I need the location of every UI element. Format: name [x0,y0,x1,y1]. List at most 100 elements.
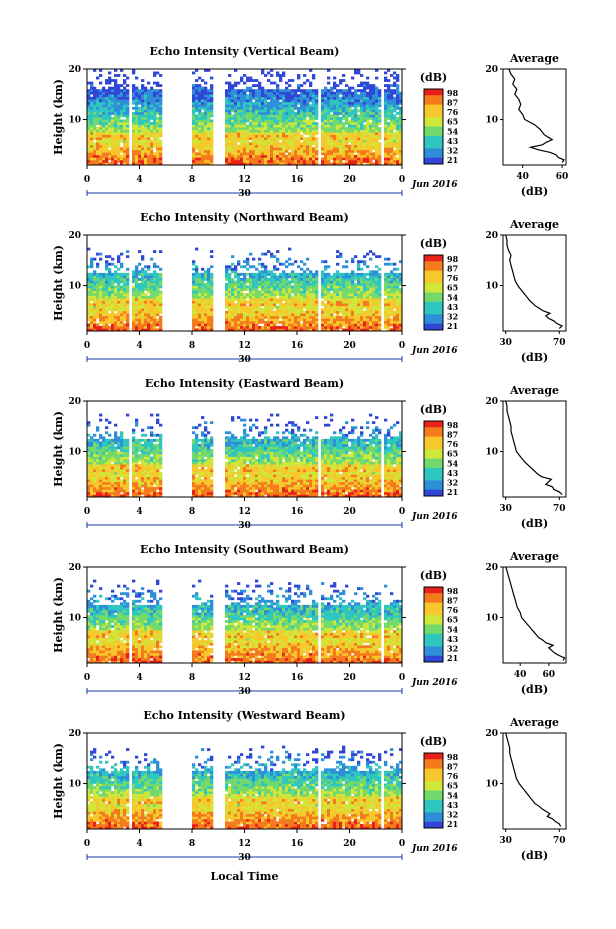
heatmap-cell [138,154,142,158]
heatmap-cell [111,320,115,324]
heatmap-cell [231,101,235,105]
heatmap-cell [192,162,196,166]
heatmap-cell [228,91,232,95]
heatmap-cell [321,124,325,128]
heatmap-cell [300,94,304,98]
heatmap-cell [396,106,400,110]
heatmap-cell [99,129,103,133]
heatmap-cell [114,272,118,276]
heatmap-cell [327,132,331,135]
heatmap-cell [372,154,376,158]
heatmap-cell [294,318,298,322]
heatmap-cell [342,74,346,77]
heatmap-cell [243,323,247,327]
heatmap-cell [288,119,292,123]
heatmap-cell [87,277,91,281]
heatmap-cell [234,147,238,151]
heatmap-cell [144,288,148,291]
heatmap-cell [90,84,94,87]
heatmap-cell [102,303,106,307]
heatmap-cell [234,298,238,301]
heatmap-cell [99,111,103,115]
heatmap-cell [111,104,115,108]
heatmap-cell [291,152,295,156]
heatmap-cell [156,91,160,95]
heatmap-cell [144,293,148,296]
heatmap-cell [288,99,292,103]
heatmap-cell [246,320,250,324]
heatmap-cell [225,134,229,138]
heatmap-cell [378,147,382,151]
heatmap-cell [141,101,145,105]
heatmap-cell [375,162,379,166]
heatmap-cell [282,111,286,115]
heatmap-cell [288,124,292,128]
heatmap-cell [150,94,154,98]
heatmap-cell [249,157,253,161]
heatmap-cell [261,308,265,312]
heatmap-cell [252,285,256,289]
heatmap-cell [309,285,313,289]
heatmap-cell [300,152,304,156]
heatmap-cell [138,147,142,151]
heatmap-cell [360,275,364,279]
heatmap-cell [261,159,265,163]
heatmap-cell [246,318,250,322]
heatmap-cell [246,96,250,100]
heatmap-cell [159,295,163,299]
heatmap-cell [300,162,304,166]
heatmap-cell [348,318,352,322]
heatmap-cell [249,277,253,281]
heatmap-cell [393,159,397,163]
heatmap-cell [198,315,202,319]
heatmap-cell [306,106,310,110]
heatmap-cell [279,76,283,80]
heatmap-cell [252,142,256,146]
heatmap-cell [303,298,307,301]
heatmap-cell [120,132,124,135]
heatmap-cell [330,277,334,281]
heatmap-cell [153,114,157,118]
heatmap-cell [114,325,118,329]
heatmap-cell [93,320,97,324]
heatmap-cell [300,285,304,289]
heatmap-cell [135,129,139,133]
heatmap-cell [342,305,346,309]
heatmap-cell [312,162,316,166]
heatmap-cell [96,290,100,294]
heatmap-cell [144,265,148,269]
heatmap-cell [327,310,331,314]
heatmap-cell [90,154,94,158]
heatmap-cell [267,308,271,312]
heatmap-cell [237,313,241,317]
heatmap-cell [120,154,124,158]
heatmap-cell [288,285,292,289]
heatmap-cell [237,152,241,156]
heatmap-cell [276,300,280,304]
heatmap-cell [399,315,403,319]
heatmap-cell [396,111,400,115]
heatmap-cell [360,328,364,332]
heatmap-cell [204,270,208,274]
heatmap-cell [141,132,145,135]
heatmap-cell [141,142,145,146]
heatmap-cell [255,137,259,141]
heatmap-cell [144,154,148,158]
heatmap-cell [234,109,238,113]
heatmap-cell [258,305,262,309]
heatmap-cell [291,137,295,141]
heatmap-cell [105,159,109,163]
heatmap-cell [366,109,370,113]
heatmap-cell [147,142,151,146]
heatmap-cell [204,310,208,314]
heatmap-cell [93,272,97,276]
heatmap-cell [195,315,199,319]
heatmap-cell [225,152,229,156]
heatmap-cell [246,308,250,312]
heatmap-cell [243,91,247,95]
heatmap-cell [396,325,400,329]
heatmap-cell [192,129,196,133]
heatmap-cell [330,308,334,312]
heatmap-cell [264,305,268,309]
heatmap-cell [375,313,379,317]
